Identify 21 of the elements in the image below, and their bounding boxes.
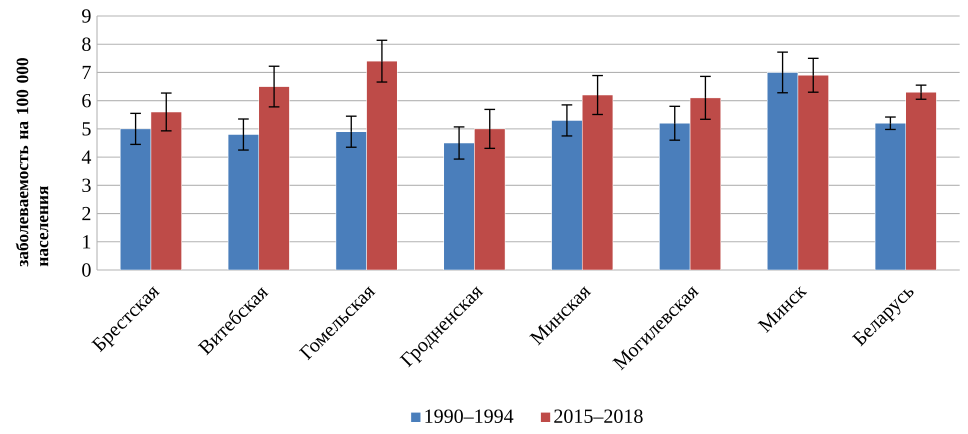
bar — [443, 142, 475, 270]
legend-label: 1990–1994 — [425, 409, 514, 423]
bar — [659, 122, 690, 270]
y-tick-label: 3 — [82, 178, 91, 192]
y-axis-title: заболеваемость на 100 000 населения — [16, 58, 48, 266]
bar — [766, 72, 798, 270]
legend-label: 2015–2018 — [554, 409, 643, 423]
bar — [551, 120, 583, 270]
y-tick-label: 5 — [82, 122, 91, 136]
y-tick-label: 1 — [83, 235, 90, 248]
y-tick-label: 4 — [82, 150, 92, 164]
bar — [336, 131, 367, 270]
bar — [120, 128, 152, 270]
bar — [228, 134, 260, 270]
y-tick-label: 8 — [82, 37, 91, 51]
y-tick-label: 2 — [82, 206, 90, 220]
bar — [874, 122, 906, 270]
y-tick-label: 6 — [82, 94, 91, 108]
y-tick-label: 0 — [82, 263, 91, 277]
y-tick-label: 7 — [82, 66, 91, 79]
y-tick-label: 9 — [82, 9, 91, 23]
